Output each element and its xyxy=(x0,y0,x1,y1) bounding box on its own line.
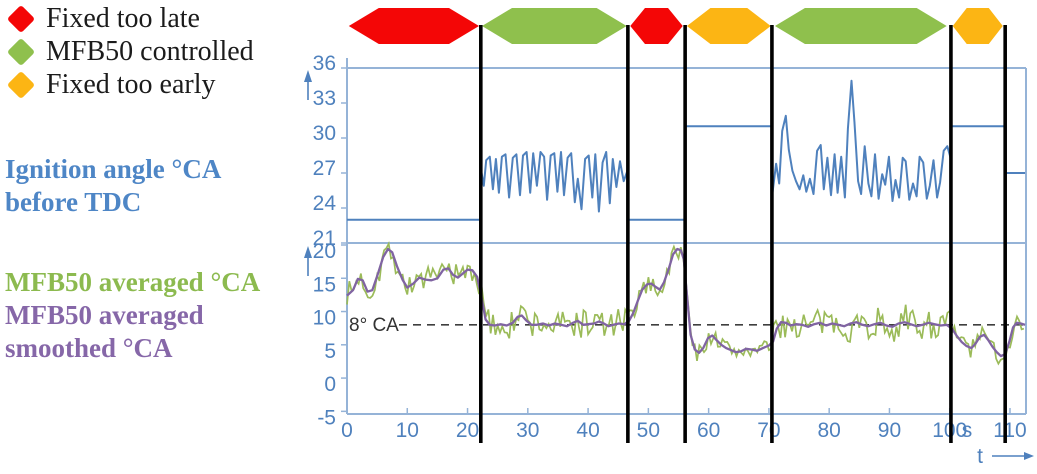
reference-line-label: 8° CA xyxy=(349,315,399,336)
mfb50-y-tick-label: 15 xyxy=(313,273,336,296)
mode-band-green xyxy=(774,8,947,44)
mfb50-smoothed-label: MFB50 averaged smoothed °CA xyxy=(5,299,204,365)
mfb50-y-tick-label: 10 xyxy=(313,307,336,330)
x-tick-label: 110 xyxy=(993,419,1026,442)
ignition-y-tick-label: 33 xyxy=(313,87,336,110)
mfb50-smoothed-label-line2: smoothed °CA xyxy=(5,333,173,363)
axis-up-arrow-head-icon xyxy=(304,70,312,82)
mfb50-averaged-label: MFB50 averaged °CA xyxy=(5,266,260,299)
mfb50-y-tick-label: 0 xyxy=(324,373,336,396)
mode-band-orange xyxy=(952,8,1003,44)
x-tick-label: 20 xyxy=(456,419,479,442)
legend-label: Fixed too late xyxy=(46,2,200,34)
legend-label: MFB50 controlled xyxy=(46,35,254,67)
mode-band-green xyxy=(482,8,627,44)
x-tick-label: 70 xyxy=(757,419,780,442)
mode-band-red xyxy=(630,8,683,44)
ignition-axis-label-line2: before TDC xyxy=(5,187,142,217)
legend-item-mfb50-controlled: MFB50 controlled xyxy=(6,35,254,68)
ignition-axis-label: Ignition angle °CA before TDC xyxy=(5,153,221,219)
x-axis-unit-label: s xyxy=(962,419,973,442)
time-axis-arrow-label: t xyxy=(977,445,983,468)
ignition-y-tick-label: 27 xyxy=(313,157,336,180)
mode-band-red xyxy=(348,8,479,44)
x-tick-label: 0 xyxy=(341,419,353,442)
x-tick-label: 30 xyxy=(516,419,539,442)
axis-up-arrow-head-icon xyxy=(304,246,312,258)
mfb50-averaged-label-line1: MFB50 averaged °CA xyxy=(5,267,261,297)
legend-item-fixed-too-early: Fixed too early xyxy=(6,68,254,101)
mfb50-y-tick-label: -5 xyxy=(317,406,336,429)
ignition-axis-label-line1: Ignition angle °CA xyxy=(5,154,222,184)
mode-band-orange xyxy=(686,8,771,44)
mfb50-y-tick-label: 20 xyxy=(313,240,336,263)
x-tick-label: 90 xyxy=(878,419,901,442)
mfb50-smoothed-label-line1: MFB50 averaged xyxy=(5,300,204,330)
ignition-angle-series xyxy=(347,79,1026,221)
legend-label: Fixed too early xyxy=(46,68,216,100)
ignition-y-tick-label: 36 xyxy=(313,52,336,75)
x-tick-label: 40 xyxy=(576,419,599,442)
x-tick-label: 10 xyxy=(396,419,419,442)
ignition-y-tick-label: 21 xyxy=(313,227,336,250)
x-tick-label: 50 xyxy=(637,419,660,442)
x-tick-label: 60 xyxy=(697,419,720,442)
mode-legend: Fixed too late MFB50 controlled Fixed to… xyxy=(6,2,254,101)
legend-item-fixed-too-late: Fixed too late xyxy=(6,2,254,35)
x-tick-label: 80 xyxy=(818,419,841,442)
mfb50-y-tick-label: 5 xyxy=(324,340,336,363)
ignition-y-tick-label: 24 xyxy=(313,192,337,215)
time-axis-arrow-head-icon xyxy=(1024,452,1034,460)
ignition-y-tick-label: 30 xyxy=(313,122,336,145)
